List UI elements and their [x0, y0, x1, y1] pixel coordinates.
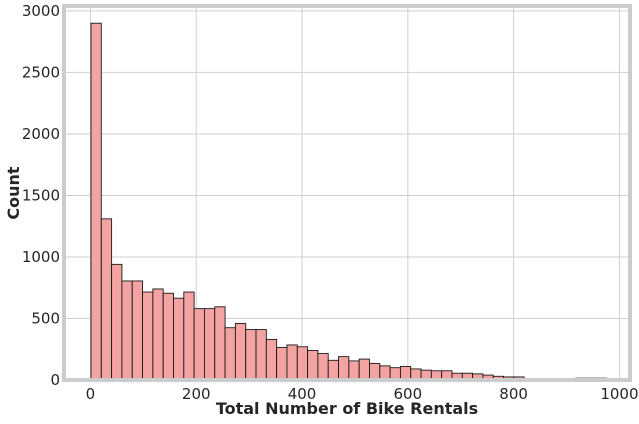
histogram-bar	[338, 356, 350, 381]
histogram-bar	[234, 322, 247, 381]
x-tick-label: 400	[288, 385, 317, 403]
histogram-bar	[399, 366, 412, 381]
x-tick-label: 200	[182, 385, 211, 403]
y-tick-label: 500	[31, 309, 60, 327]
histogram-bar	[131, 280, 144, 381]
y-tick-label: 1500	[22, 186, 60, 204]
histogram-bar	[162, 292, 174, 381]
x-tick-label: 1000	[600, 385, 638, 403]
histogram-bar	[307, 350, 319, 381]
histogram-bar	[111, 263, 123, 381]
histogram-bar	[317, 353, 329, 381]
histogram-bar	[142, 291, 154, 381]
plot-frame	[62, 4, 632, 382]
y-tick-label: 3000	[22, 2, 60, 20]
histogram-bar	[193, 308, 205, 381]
histogram-bar	[245, 329, 257, 381]
y-tick-label: 2500	[22, 63, 60, 81]
histogram-bar	[255, 329, 267, 381]
histogram-bars	[90, 22, 608, 381]
histogram-bar	[152, 288, 164, 381]
x-tick-label: 600	[394, 385, 423, 403]
y-tick-label: 0	[50, 371, 60, 389]
y-tick-label: 1000	[22, 248, 60, 266]
histogram-bar	[100, 218, 113, 381]
histogram-bar	[265, 338, 278, 381]
histogram-bar	[286, 344, 298, 381]
vertical-gridlines	[89, 6, 620, 380]
y-axis-title: Count	[4, 166, 23, 220]
histogram-bar	[358, 358, 370, 381]
y-tick-label: 2000	[22, 125, 60, 143]
histogram-bar	[379, 365, 391, 381]
histogram-bar	[173, 297, 185, 381]
histogram-bar	[296, 346, 309, 381]
histogram-bar	[327, 359, 339, 381]
histogram-bar	[369, 362, 381, 381]
x-tick-label: 800	[499, 385, 528, 403]
histogram-bar	[90, 22, 102, 381]
histogram-bar	[348, 360, 360, 381]
x-tick-labels: 0 200 400 600 800 1000	[86, 385, 639, 403]
histogram-bar	[276, 346, 288, 381]
y-tick-labels: 0 500 1000 1500 2000 2500 3000	[22, 2, 60, 389]
histogram-bar	[214, 306, 226, 381]
x-axis-title: Total Number of Bike Rentals	[216, 399, 478, 418]
histogram-bar	[224, 327, 236, 381]
histogram-bar	[183, 291, 195, 381]
histogram-bar	[203, 308, 216, 381]
x-tick-label: 0	[86, 385, 96, 403]
histogram-bar	[121, 280, 133, 381]
